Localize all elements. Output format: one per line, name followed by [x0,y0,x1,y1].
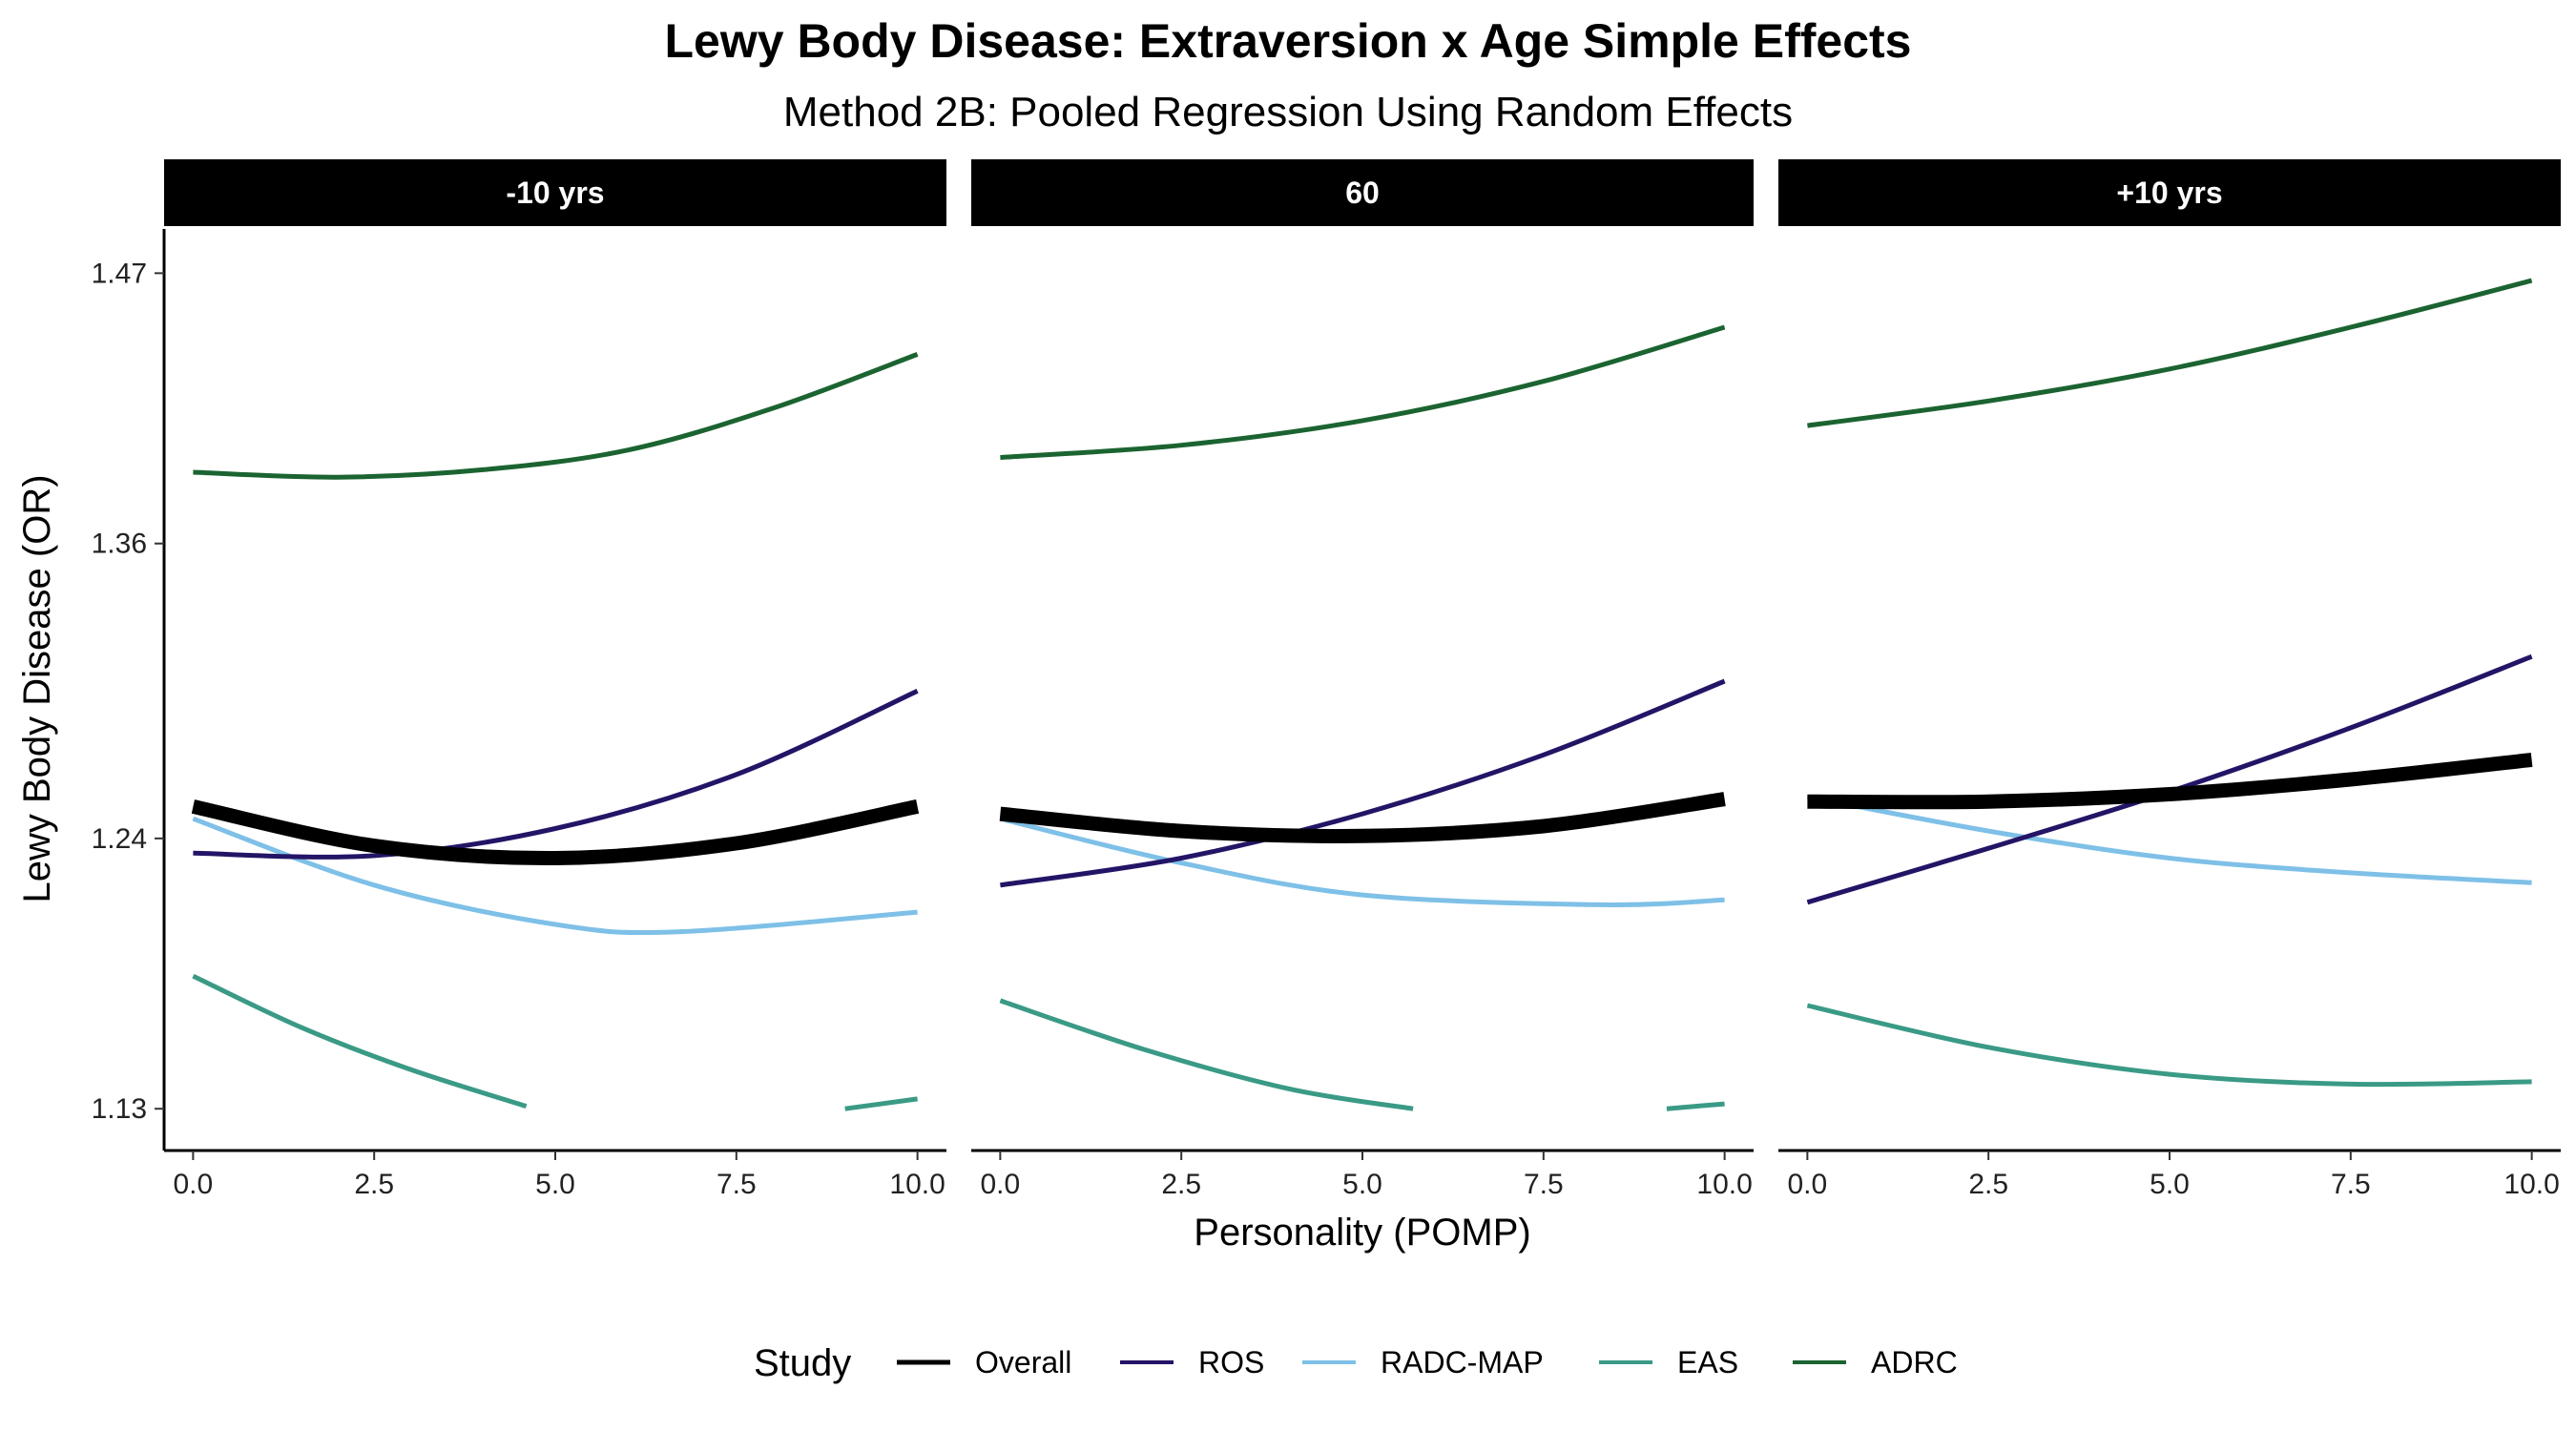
legend-title: Study [754,1342,851,1384]
x-tick-label: 0.0 [174,1169,214,1200]
x-tick-label: 2.5 [1968,1169,2008,1200]
series-line-adrc [193,352,919,480]
x-tick-label: 10.0 [889,1169,945,1200]
x-tick-label: 2.5 [354,1169,394,1200]
facet-strip-label: +10 yrs [2116,176,2222,210]
x-tick-label: 0.0 [981,1169,1021,1200]
series-line-adrc [1000,324,1726,461]
x-tick-label: 10.0 [2503,1169,2559,1200]
x-tick-label: 0.0 [1788,1169,1828,1200]
x-tick-label: 7.5 [2331,1169,2371,1200]
facet-strip-label: 60 [1345,176,1380,210]
chart-subtitle: Method 2B: Pooled Regression Using Rando… [783,89,1793,135]
series-line-overall [1807,752,2533,810]
y-axis-title: Lewy Body Disease (OR) [16,474,58,902]
x-axis-title: Personality (POMP) [1194,1212,1530,1254]
legend-label-overall: Overall [975,1345,1071,1379]
series-line-radc-map [1806,794,2532,885]
legend-label-eas: EAS [1677,1345,1738,1379]
series-line-eas [844,1096,918,1111]
x-tick-label: 10.0 [1696,1169,1752,1200]
series-line-ros [193,689,919,860]
facet-panels: -10 yrs 0.0 2.5 5.0 7.5 10.0 60 0.0 2.5 5.0 7.5 10.… [164,159,2561,1200]
legend: Study Overall ROS RADC-MAP EAS ADRC [754,1342,1958,1384]
legend-label-ros: ROS [1198,1345,1264,1379]
legend-label-radc-map: RADC-MAP [1381,1345,1544,1379]
series-line-ros [1000,678,1726,888]
x-tick-label: 7.5 [717,1169,757,1200]
panel-1: -10 yrs 0.0 2.5 5.0 7.5 10.0 [164,159,946,1200]
facet-strip [971,159,1754,226]
x-tick-label: 5.0 [1342,1169,1382,1200]
series-line-ros [1806,653,2533,905]
facet-strip [1778,159,2561,226]
chart-title: Lewy Body Disease: Extraversion x Age Si… [665,14,1912,68]
series-line-eas [1666,1101,1725,1111]
y-tick-label: 1.36 [92,529,147,560]
series-line-radc-map [192,816,918,936]
panel-3: +10 yrs 0.0 2.5 5.0 7.5 10.0 [1778,159,2561,1200]
y-tick-label: 1.13 [92,1093,147,1125]
y-tick-label: 1.47 [92,258,147,289]
series-line-eas [192,973,528,1109]
facet-strip [164,159,946,226]
series-line-eas [999,998,1414,1111]
series-line-adrc [1807,278,2533,428]
y-axis: 1.13 1.24 1.36 1.47 [92,229,166,1151]
x-tick-label: 5.0 [535,1169,575,1200]
y-tick-label: 1.24 [92,823,147,855]
x-tick-label: 7.5 [1524,1169,1564,1200]
x-tick-label: 2.5 [1161,1169,1201,1200]
series-line-overall [999,792,1726,843]
series-line-radc-map [999,816,1725,908]
legend-label-adrc: ADRC [1871,1345,1958,1379]
series-line-overall [191,799,920,866]
x-tick-label: 5.0 [2150,1169,2190,1200]
facet-strip-label: -10 yrs [506,176,604,210]
panel-2: 60 0.0 2.5 5.0 7.5 10.0 [971,159,1754,1200]
series-line-eas [1806,1003,2532,1088]
